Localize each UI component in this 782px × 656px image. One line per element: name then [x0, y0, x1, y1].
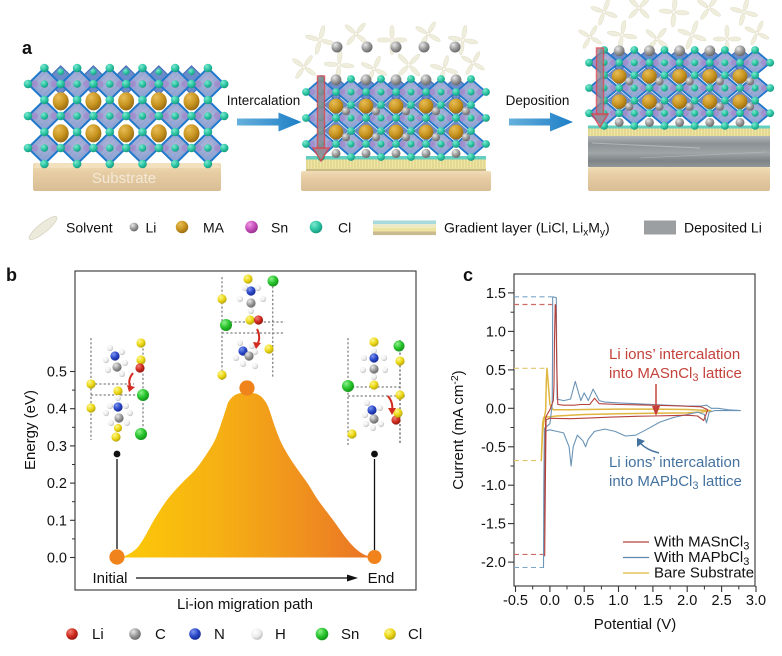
svg-text:Sn: Sn: [271, 220, 288, 236]
svg-text:b: b: [6, 265, 17, 285]
svg-text:Solvent: Solvent: [66, 220, 113, 236]
svg-text:Deposition: Deposition: [506, 93, 570, 108]
svg-text:C: C: [155, 626, 166, 643]
svg-text:0.5: 0.5: [486, 363, 506, 379]
svg-text:-2.0: -2.0: [481, 555, 506, 571]
svg-text:Energy (eV): Energy (eV): [22, 390, 39, 470]
svg-text:MA: MA: [203, 220, 225, 236]
svg-text:End: End: [368, 570, 395, 587]
svg-text:With MASnCl3: With MASnCl3: [654, 534, 749, 553]
svg-text:0.5: 0.5: [47, 365, 67, 381]
svg-text:1.5: 1.5: [486, 286, 506, 302]
svg-text:H: H: [275, 626, 286, 643]
svg-text:1.0: 1.0: [486, 324, 506, 340]
svg-text:Gradient layer (LiCl, LixMy): Gradient layer (LiCl, LixMy): [444, 220, 610, 239]
svg-text:Potential (V): Potential (V): [594, 616, 677, 633]
svg-text:Cl: Cl: [338, 220, 351, 236]
svg-text:Initial: Initial: [92, 570, 127, 587]
svg-text:Li ions’ intercalation: Li ions’ intercalation: [609, 454, 740, 471]
svg-text:0.2: 0.2: [47, 476, 67, 492]
svg-text:0.3: 0.3: [47, 439, 67, 455]
svg-text:Bare Substrate: Bare Substrate: [654, 565, 754, 582]
svg-text:0.1: 0.1: [47, 513, 67, 529]
svg-text:0.0: 0.0: [540, 593, 560, 609]
svg-text:Intercalation: Intercalation: [227, 93, 301, 108]
svg-text:Deposited Li: Deposited Li: [684, 220, 762, 236]
svg-text:Li: Li: [92, 626, 104, 643]
svg-text:c: c: [463, 265, 473, 285]
svg-text:Current (mA cm-2): Current (mA cm-2): [449, 370, 467, 489]
svg-text:Li: Li: [146, 220, 157, 236]
svg-text:-1.5: -1.5: [481, 517, 506, 533]
svg-text:With MAPbCl3: With MAPbCl3: [654, 549, 749, 568]
svg-text:Li-ion migration path: Li-ion migration path: [177, 596, 313, 613]
svg-text:2.5: 2.5: [712, 593, 732, 609]
svg-text:0.5: 0.5: [574, 593, 594, 609]
svg-text:Li ions’ intercalation: Li ions’ intercalation: [609, 346, 740, 363]
svg-text:a: a: [22, 38, 33, 58]
svg-text:into MAPbCl3 lattice: into MAPbCl3 lattice: [609, 473, 742, 492]
svg-text:0.0: 0.0: [47, 551, 67, 567]
svg-text:Cl: Cl: [408, 626, 422, 643]
svg-text:-0.5: -0.5: [481, 440, 506, 456]
svg-text:3.0: 3.0: [746, 593, 766, 609]
svg-text:0.0: 0.0: [486, 401, 506, 417]
svg-text:1.5: 1.5: [643, 593, 663, 609]
svg-text:0.4: 0.4: [47, 402, 67, 418]
svg-text:Sn: Sn: [341, 626, 359, 643]
svg-text:1.0: 1.0: [608, 593, 628, 609]
svg-text:-0.5: -0.5: [503, 593, 528, 609]
svg-text:2.0: 2.0: [677, 593, 697, 609]
svg-text:N: N: [214, 626, 225, 643]
svg-text:Substrate: Substrate: [92, 170, 156, 187]
svg-text:into MASnCl3 lattice: into MASnCl3 lattice: [609, 365, 742, 384]
svg-text:-1.0: -1.0: [481, 478, 506, 494]
